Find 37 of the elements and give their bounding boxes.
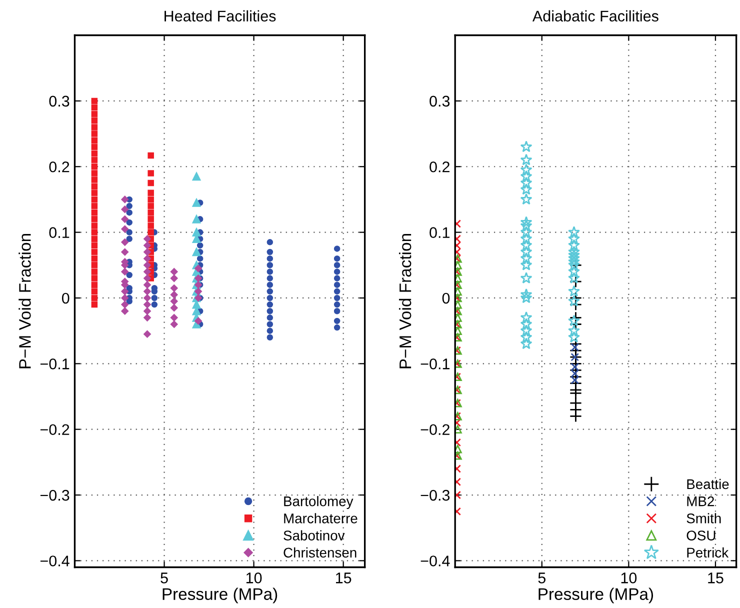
chart-title: Heated Facilities	[164, 10, 276, 22]
legend-label: Petrick	[687, 547, 729, 558]
legend-label: Marchaterre	[284, 513, 358, 524]
y-tick-label: −0.1	[40, 358, 70, 370]
x-axis-title: Pressure (MPa)	[538, 588, 654, 604]
legend-label: MB2	[687, 496, 714, 506]
legend-label: Smith	[686, 513, 721, 524]
y-tick-label: 0	[62, 292, 70, 304]
legend-label: Bartolomey	[284, 496, 354, 509]
x-tick-label: 5	[538, 572, 546, 584]
x-axis-title: Pressure (MPa)	[162, 588, 278, 604]
legend-label: Beattie	[687, 478, 729, 490]
y-tick-label: 0.2	[430, 161, 450, 172]
y-tick-label: 0.3	[430, 96, 450, 107]
y-tick-label: −0.4	[40, 556, 70, 566]
y-tick-label: 0.1	[49, 227, 70, 238]
y-tick-label: 0.1	[430, 227, 450, 238]
y-tick-label: −0.1	[420, 358, 450, 370]
y-tick-label: −0.3	[40, 490, 70, 501]
y-tick-label: 0	[442, 292, 450, 304]
legend-label: Christensen	[284, 547, 356, 558]
y-tick-label: 0.2	[49, 161, 70, 172]
legend-label: Sabotinov	[284, 530, 345, 540]
y-tick-label: 0.3	[49, 96, 70, 107]
y-axis-title: P−M Void Fraction	[398, 234, 412, 368]
y-tick-label: −0.2	[40, 424, 70, 436]
chart-title: Adiabatic Facilities	[532, 10, 658, 22]
y-tick-label: −0.3	[420, 490, 450, 501]
x-tick-label: 10	[621, 572, 637, 584]
x-tick-label: 15	[708, 572, 724, 584]
x-tick-label: 5	[160, 572, 168, 584]
y-tick-label: −0.4	[420, 556, 450, 566]
x-tick-label: 10	[246, 572, 262, 584]
legend-label: OSU	[686, 530, 716, 540]
x-tick-label: 15	[336, 572, 352, 584]
y-axis-title: P−M Void Fraction	[18, 234, 31, 368]
y-tick-label: −0.2	[420, 424, 450, 436]
